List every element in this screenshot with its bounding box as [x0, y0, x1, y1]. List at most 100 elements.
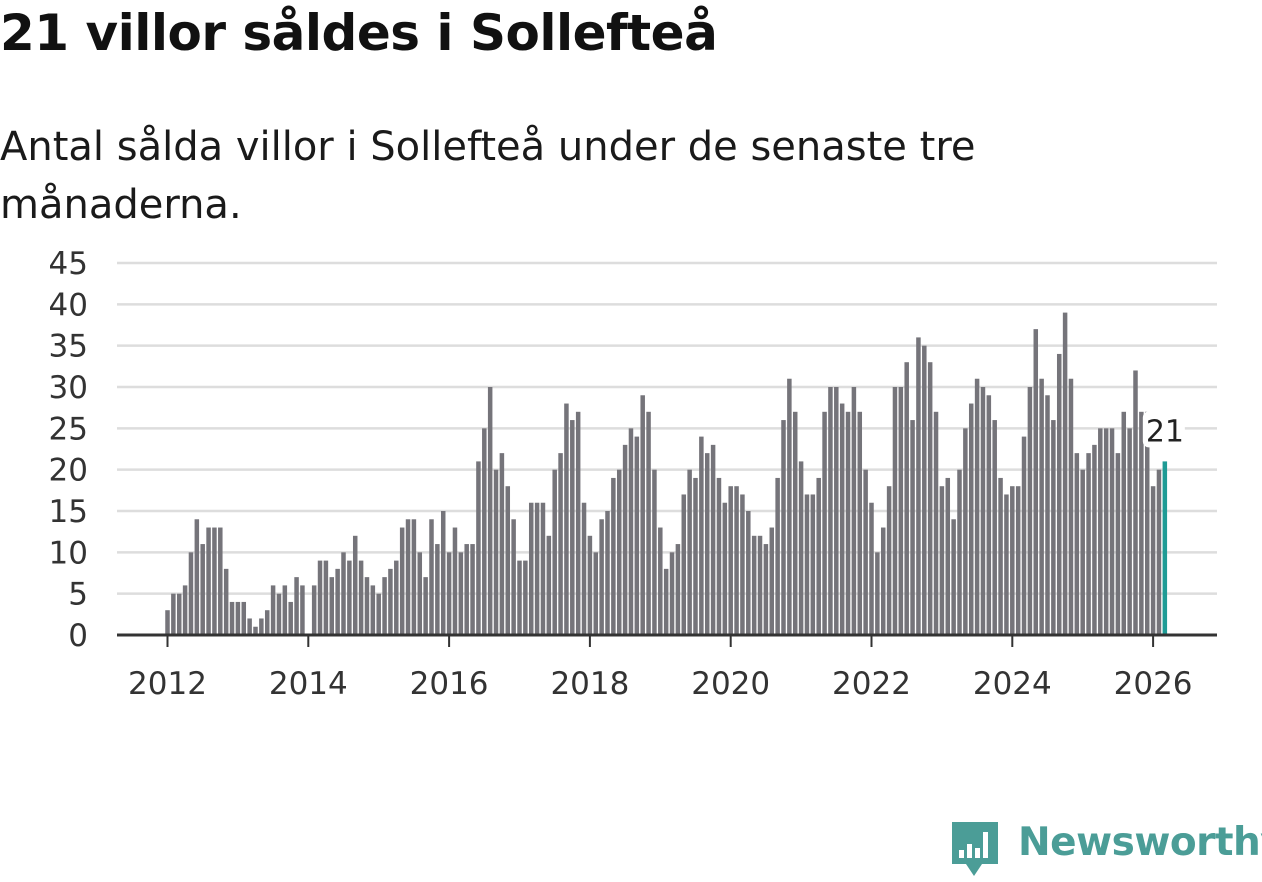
bar	[429, 519, 434, 635]
bar	[1109, 428, 1115, 635]
bar	[1068, 378, 1074, 635]
bar	[810, 494, 816, 635]
bar	[540, 502, 546, 635]
bar	[194, 519, 200, 635]
bar	[699, 436, 704, 635]
bar	[1103, 428, 1109, 635]
bar	[781, 420, 786, 635]
bar	[898, 387, 904, 635]
y-axis-ticks: 0 5 10 15 20 25 30 35 40 45	[49, 246, 88, 654]
bar	[1004, 494, 1009, 635]
bar	[294, 577, 299, 635]
bar	[546, 535, 552, 635]
bar	[323, 560, 329, 635]
bar	[904, 362, 909, 635]
bar	[1033, 329, 1039, 635]
bar	[669, 552, 675, 635]
bar	[534, 502, 540, 635]
bar	[364, 577, 370, 635]
bar	[171, 593, 176, 635]
bar	[212, 527, 217, 635]
bar	[341, 552, 346, 635]
newsworthy-logo-icon	[952, 822, 998, 876]
bar	[276, 593, 282, 635]
bar	[329, 577, 335, 635]
bar	[446, 552, 452, 635]
bar	[1039, 378, 1044, 635]
bar	[176, 593, 182, 635]
bar	[1144, 411, 1150, 635]
bar	[628, 428, 634, 635]
x-tick-label: 2020	[691, 666, 770, 702]
bar	[863, 469, 868, 635]
bar	[851, 387, 857, 635]
bar	[511, 519, 516, 635]
bar	[517, 560, 522, 635]
x-tick-label: 2014	[269, 666, 348, 702]
bar	[218, 527, 223, 635]
bar	[957, 469, 962, 635]
bar	[1051, 420, 1056, 635]
bar	[792, 411, 798, 635]
bar	[963, 428, 968, 635]
y-tick-label: 0	[68, 618, 88, 654]
bar	[417, 552, 423, 635]
bar	[188, 552, 194, 635]
x-tick-label: 2026	[1114, 666, 1193, 702]
bar	[1015, 486, 1021, 635]
bar	[798, 461, 804, 635]
bar	[311, 585, 317, 635]
bar	[564, 403, 569, 635]
bar	[405, 519, 411, 635]
bar	[728, 486, 733, 635]
bar	[487, 387, 493, 635]
bar	[845, 411, 851, 635]
bar	[710, 444, 716, 635]
brand-name: Newsworthy	[1018, 820, 1262, 865]
bar	[1092, 444, 1097, 635]
bar	[1098, 428, 1103, 635]
bar	[769, 527, 775, 635]
x-tick-label: 2012	[128, 666, 207, 702]
bar	[945, 477, 951, 635]
bar	[1010, 486, 1015, 635]
bar	[182, 585, 188, 635]
bar	[1080, 469, 1085, 635]
bar	[282, 585, 288, 635]
bar	[922, 345, 927, 635]
bar	[165, 610, 170, 635]
bar	[1127, 428, 1132, 635]
bar	[358, 560, 364, 635]
bar	[804, 494, 810, 635]
bar	[229, 601, 235, 635]
chart-title: 21 villor såldes i Sollefteå	[0, 4, 718, 62]
bar	[605, 511, 610, 635]
bar	[411, 519, 417, 635]
bar	[886, 486, 892, 635]
bars	[165, 312, 1168, 635]
bar	[828, 387, 833, 635]
bar	[998, 477, 1003, 635]
bar	[640, 395, 645, 635]
bar	[1133, 370, 1138, 635]
bar	[986, 395, 992, 635]
bar	[528, 502, 534, 635]
bar	[1027, 387, 1033, 635]
bar	[675, 544, 681, 635]
y-tick-label: 35	[49, 329, 88, 365]
newsworthy-logo: Newsworthy	[950, 820, 1262, 878]
bar	[787, 378, 792, 635]
bar	[1139, 411, 1144, 635]
bar	[440, 511, 446, 635]
bar	[616, 469, 622, 635]
bar	[499, 453, 505, 635]
bar	[206, 527, 211, 635]
bar	[388, 568, 393, 635]
chart-subtitle: Antal sålda villor i Sollefteå under de …	[0, 124, 976, 228]
annotation-background	[1142, 411, 1185, 448]
bar	[464, 544, 469, 635]
bar	[476, 461, 481, 635]
bar	[435, 544, 440, 635]
bar	[646, 411, 651, 635]
bar	[704, 453, 710, 635]
